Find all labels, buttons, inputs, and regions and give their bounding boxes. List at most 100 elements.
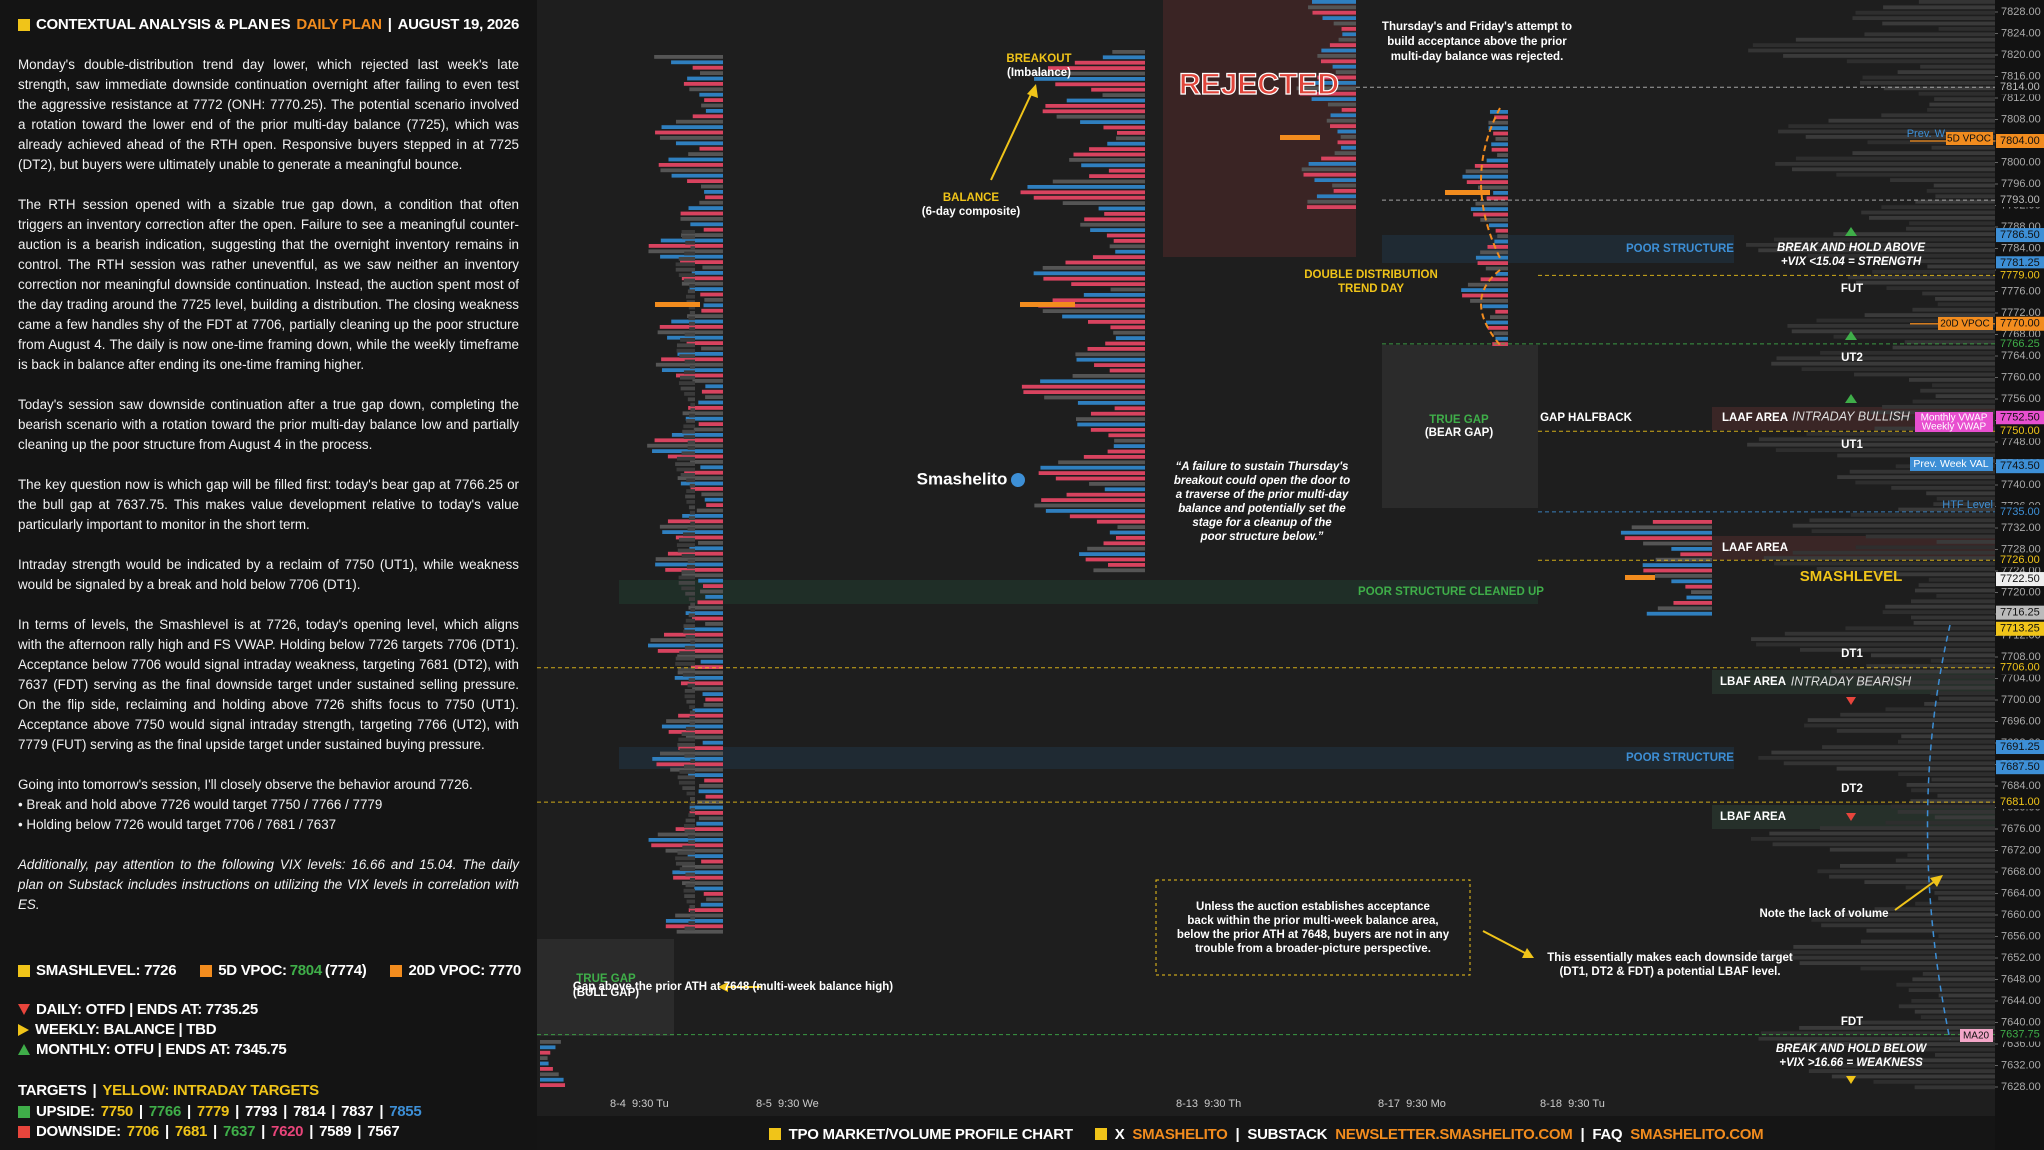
profile-bar xyxy=(690,246,695,250)
panel-title: CONTEXTUAL ANALYSIS & PLAN xyxy=(36,16,269,33)
target-value: 7814 xyxy=(293,1103,326,1120)
annotation: DT1 xyxy=(1841,648,1863,660)
profile-bar xyxy=(1337,129,1356,134)
profile-bar xyxy=(1934,97,1995,101)
profile-bar xyxy=(1052,298,1145,303)
profile-bar xyxy=(1897,70,1995,74)
profile-bar xyxy=(1816,567,1995,571)
profile-bar xyxy=(688,597,695,601)
profile-bar xyxy=(1936,540,1995,544)
footer-handle[interactable]: SMASHELITO xyxy=(1132,1125,1228,1143)
profile-bar xyxy=(1799,1026,1995,1030)
profile-bar xyxy=(665,924,723,929)
y-tick-label: 7644.00 xyxy=(2001,995,2041,1007)
level-label: 7766.25 xyxy=(2000,338,2040,350)
annotation: GAP HALFBACK xyxy=(1540,412,1632,424)
profile-bar xyxy=(677,667,695,672)
profile-bar xyxy=(1849,469,1995,474)
profile-bar xyxy=(698,541,723,545)
y-tick-label: 7820.00 xyxy=(2001,49,2041,61)
profile-bar xyxy=(1881,205,1995,209)
level-label: 7637.75 xyxy=(2000,1029,2040,1041)
profile-bar xyxy=(675,656,695,661)
annotation: a traverse of the prior multi-day xyxy=(1176,489,1349,501)
separator: | xyxy=(1235,1125,1240,1143)
annotation: stage for a cleanup of the xyxy=(1192,517,1332,529)
profile-bar xyxy=(1062,314,1145,319)
y-tick-label: 7628.00 xyxy=(2001,1081,2041,1093)
profile-bar xyxy=(675,267,695,272)
vpoc5-label: 5D VPOC: xyxy=(218,962,287,979)
profile-bar xyxy=(681,230,695,234)
upside-targets: UPSIDE: 7750 | 7766 | 7779 | 7793 | 7814 | 7837 | 785… xyxy=(18,1103,422,1120)
profile-bar xyxy=(688,206,723,210)
profile-bar xyxy=(1107,141,1145,146)
profile-bar xyxy=(688,813,695,817)
arrow-head xyxy=(718,982,728,992)
profile-bar xyxy=(684,627,723,632)
profile-bar xyxy=(692,379,723,383)
profile-bar xyxy=(1791,329,1995,334)
profile-bar xyxy=(1495,309,1508,314)
y-tick-label: 7756.00 xyxy=(2001,393,2041,405)
level-label-bg xyxy=(1996,228,2044,243)
profile-bar xyxy=(1042,266,1145,270)
profile-bar xyxy=(1337,140,1356,145)
profile-bar xyxy=(1096,519,1145,524)
profile-bar xyxy=(1085,557,1145,562)
profile-bar xyxy=(1110,325,1145,330)
profile-bar xyxy=(683,435,695,439)
footer-site[interactable]: SMASHELITO.COM xyxy=(1630,1125,1764,1143)
profile-bar xyxy=(1865,534,1995,539)
profile-bar xyxy=(1938,27,1995,31)
profile-bar xyxy=(1020,190,1145,195)
profile-bar xyxy=(681,554,695,558)
profile-bar xyxy=(683,629,695,634)
profile-bar xyxy=(659,524,723,529)
profile-bar xyxy=(1109,244,1145,249)
profile-bar xyxy=(1079,552,1145,556)
profile-bar xyxy=(687,683,695,688)
profile-bar xyxy=(689,327,695,331)
footer-newsletter[interactable]: NEWSLETTER.SMASHELITO.COM xyxy=(1335,1125,1573,1143)
profile-bar xyxy=(1920,64,1995,69)
profile-bar xyxy=(1918,583,1995,587)
profile-bar xyxy=(1819,826,1995,830)
profile-bar xyxy=(685,872,695,877)
profile-bar xyxy=(1333,21,1356,26)
level-label-bg xyxy=(1996,795,2044,810)
plan-panel: CONTEXTUAL ANALYSIS & PLAN ES DAILY PLAN… xyxy=(0,0,537,1150)
profile-bar xyxy=(705,622,723,626)
profile-bar xyxy=(682,865,723,869)
profile-bar xyxy=(686,500,695,504)
profile-bar xyxy=(1680,552,1712,557)
profile-bar xyxy=(1816,318,1995,323)
annotation: POOR STRUCTURE xyxy=(1626,243,1734,255)
profile-bar xyxy=(1104,487,1145,492)
profile-bar xyxy=(701,492,723,497)
profile-bar xyxy=(1691,590,1712,594)
target-value: 7855 xyxy=(389,1103,422,1120)
profile-bar xyxy=(1338,37,1356,42)
annotations: BREAKOUT (Imbalance) BALANCE (6-day comp… xyxy=(573,21,1993,1084)
level-label: 7781.25 xyxy=(2000,257,2040,269)
profile-bar xyxy=(687,559,695,564)
cleaned-band xyxy=(619,580,1538,604)
profile-bar xyxy=(670,767,723,772)
y-tick-label: 7656.00 xyxy=(2001,930,2041,942)
profile-bar xyxy=(686,341,723,345)
profile-bar xyxy=(661,125,723,129)
poc-bar xyxy=(1445,190,1490,195)
profile-bar xyxy=(1760,955,1995,960)
bullet-square xyxy=(390,964,403,977)
profile-bar xyxy=(1783,54,1995,58)
profile-bar xyxy=(1327,102,1356,107)
profile-bar xyxy=(1488,126,1508,130)
profile-bar xyxy=(692,686,723,691)
profile-bar xyxy=(688,908,723,912)
profile-bar xyxy=(1462,174,1508,179)
level-label-bg xyxy=(1996,410,2044,425)
level-label: 7691.25 xyxy=(2000,741,2040,753)
profile-bar xyxy=(678,381,695,385)
profile-bar xyxy=(1908,988,1995,992)
